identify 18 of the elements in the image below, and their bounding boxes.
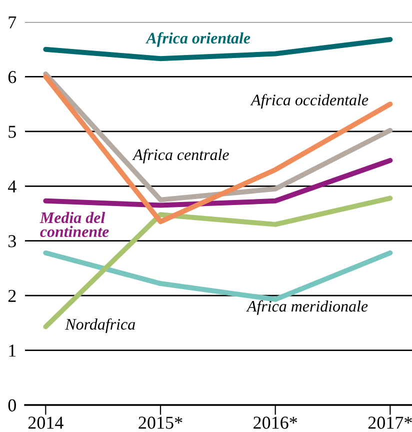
y-tick-label: 2: [8, 290, 16, 302]
y-tick-label: 5: [8, 126, 16, 138]
series-label: Media del continente: [40, 212, 109, 238]
y-tick-label: 7: [8, 16, 16, 28]
x-tick-label: 2014: [28, 416, 64, 429]
y-tick-label: 3: [8, 235, 16, 248]
y-tick-label: 1: [9, 344, 16, 357]
x-tick-label: 2016*: [254, 416, 298, 429]
series-label: Africa centrale: [132, 148, 229, 164]
y-tick-label: 6: [8, 71, 16, 84]
y-tick-label: 0: [8, 399, 16, 412]
y-tick-label: 4: [8, 180, 16, 192]
x-tick-label: 2015*: [138, 416, 182, 429]
series-label: Africa orientale: [145, 32, 250, 47]
series-label: Nordafrica: [65, 318, 135, 333]
series-label: Africa meridionale: [246, 300, 368, 315]
series-label: Africa occidentale: [250, 94, 368, 109]
x-tick-label: 2017*: [368, 416, 412, 429]
